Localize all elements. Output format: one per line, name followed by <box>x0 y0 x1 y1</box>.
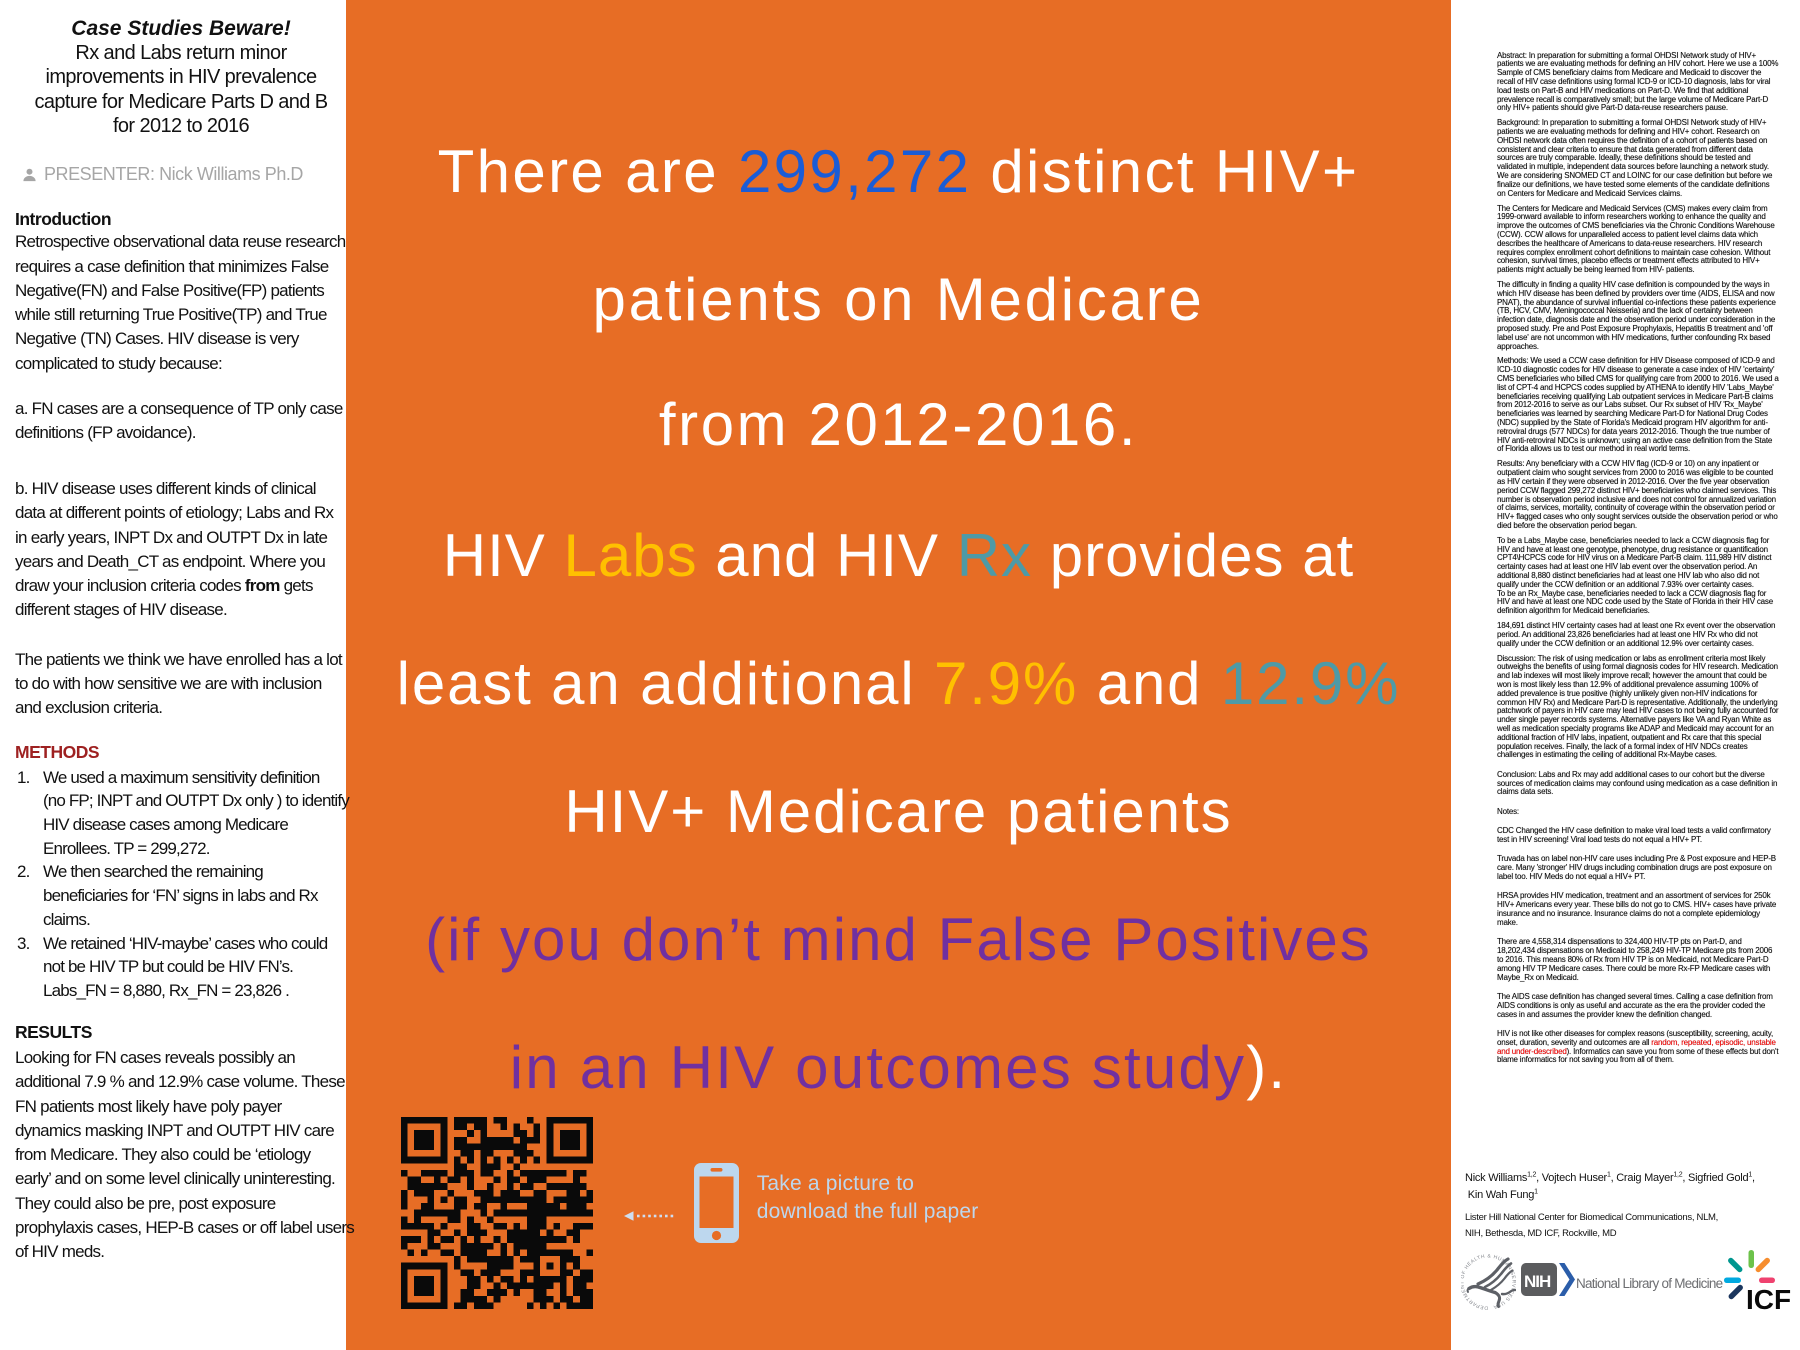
svg-text:ICF: ICF <box>1746 1284 1791 1313</box>
svg-text:NIH: NIH <box>1524 1272 1551 1291</box>
svg-text:DEPARTMENT OF HEALTH & HUMAN S: DEPARTMENT OF HEALTH & HUMAN SERVICES US… <box>1461 1253 1516 1310</box>
